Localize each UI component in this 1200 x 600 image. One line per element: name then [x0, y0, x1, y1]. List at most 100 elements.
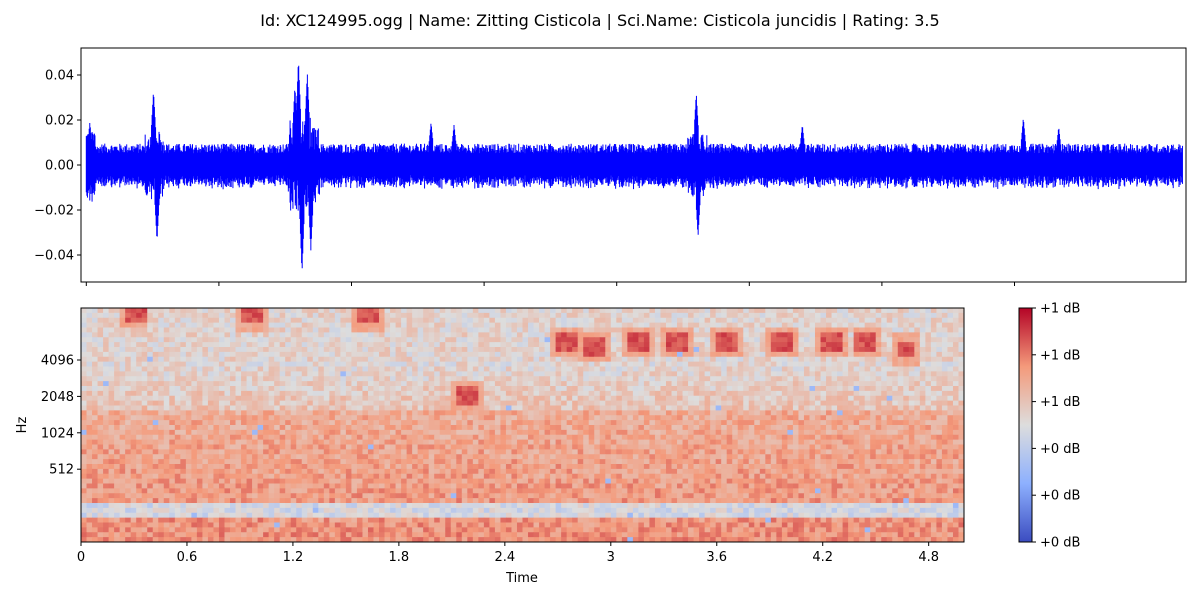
spectrogram-cell [826, 390, 832, 397]
spectrogram-cell [472, 429, 479, 436]
spectrogram-cell [737, 351, 744, 358]
spectrogram-cell [345, 361, 352, 367]
spectrogram-cell [930, 332, 937, 338]
spectrogram-cell [362, 390, 369, 397]
spectrogram-cell [654, 327, 661, 333]
spectrogram-cell [892, 308, 899, 314]
spectrogram-cell [831, 347, 838, 353]
spectrogram-cell [406, 454, 413, 460]
spectrogram-cell [152, 332, 159, 338]
spectrogram-cell [505, 405, 512, 411]
spectrogram-cell [831, 312, 838, 319]
spectrogram-cell [605, 454, 612, 460]
spectrogram-cell [561, 376, 568, 382]
spectrogram-cell [246, 342, 253, 348]
spectrogram-cell [351, 439, 358, 445]
spectrogram-cell [478, 425, 485, 431]
spectrogram-cell [500, 390, 507, 397]
spectrogram-cell [643, 420, 650, 426]
spectrogram-cell [528, 415, 534, 421]
spectrogram-cell [224, 449, 231, 455]
spectrogram-cell [329, 347, 336, 353]
spectrogram-cell [445, 429, 452, 436]
spectrogram-cell [776, 351, 783, 358]
spectrogram-cell [202, 410, 209, 416]
spectrogram-cell [218, 420, 225, 426]
spectrogram-cell [202, 337, 209, 343]
spectrogram-cell [693, 337, 700, 343]
spectrogram-cell [776, 322, 783, 328]
spectrogram-cell [605, 439, 612, 445]
spectrogram-cell [914, 425, 921, 431]
spectrogram-cell [516, 366, 523, 372]
spectrogram-cell [693, 429, 700, 436]
spectrogram-cell [660, 449, 667, 455]
spectrogram-cell [511, 420, 518, 426]
spectrogram-cell [478, 327, 485, 333]
spectrogram-cell [401, 454, 408, 460]
spectrogram-cell [257, 449, 264, 455]
spectrogram-cell [870, 444, 877, 450]
spectrogram-cell [803, 400, 810, 406]
spectrogram-cell [699, 410, 706, 416]
spectrogram-cell [367, 332, 374, 338]
spectrogram-cell [114, 420, 121, 426]
spectrogram-cell [257, 415, 264, 421]
spectrogram-cell [290, 322, 297, 328]
spectrogram-cell [682, 351, 689, 358]
spectrogram-cell [533, 381, 540, 387]
spectrogram-cell [301, 395, 308, 402]
spectrogram-cell [566, 342, 573, 348]
spectrogram-cell [472, 390, 479, 397]
spectrogram-cell [92, 361, 98, 367]
spectrogram-cell [412, 415, 419, 421]
spectrogram-cell [494, 415, 501, 421]
spectrogram-cell [710, 400, 717, 406]
spectrogram-cell [732, 429, 739, 436]
spectrogram-cell [638, 444, 645, 450]
spectrogram-cell [848, 308, 855, 314]
spectrogram-cell [930, 356, 937, 363]
spectrogram-cell [185, 317, 192, 324]
spectrogram-cell [677, 454, 683, 460]
spectrogram-cell [754, 376, 761, 382]
spectrogram-cell [489, 410, 496, 416]
spectrogram-cell [279, 366, 286, 372]
spectrogram-cell [125, 371, 132, 377]
spectrogram-cell [356, 405, 363, 411]
spectrogram-cell [356, 351, 363, 358]
spectrogram-cell [180, 332, 187, 338]
spectrogram-cell [356, 400, 363, 406]
spectrogram-cell [903, 395, 910, 402]
spectrogram-cell [191, 332, 198, 338]
spectrogram-cell [290, 420, 297, 426]
spectrogram-cell [577, 449, 584, 455]
spectrogram-cell [831, 410, 838, 416]
spectrogram-cell [241, 410, 247, 416]
spectrogram-cell [147, 347, 154, 353]
spectrogram-cell [516, 317, 523, 324]
spectrogram-cell [274, 454, 281, 460]
spectrogram-cell [86, 308, 93, 314]
spectrogram-cell [831, 351, 838, 358]
spectrogram-cell [439, 366, 446, 372]
spectrogram-cell [577, 317, 584, 324]
spectrogram-cell [301, 376, 308, 382]
spectrogram-cell [544, 342, 551, 348]
spectrogram-cell [500, 395, 507, 402]
spectrogram-cell [417, 410, 424, 416]
spectrogram-cell [86, 347, 93, 353]
spectrogram-cell [119, 410, 126, 416]
spectrogram-cell [329, 420, 336, 426]
spectrogram-cell [792, 449, 799, 455]
spectrogram-cell [814, 386, 821, 392]
spectrogram-cell [654, 405, 661, 411]
spectrogram-cell [654, 351, 661, 358]
spectrogram-cell [621, 366, 628, 372]
spectrogram-cell [605, 386, 612, 392]
spectrogram-cell [428, 376, 435, 382]
spectrogram-cell [947, 429, 954, 436]
spectrogram-cell [401, 400, 408, 406]
spectrogram-cell [483, 400, 490, 406]
spectrogram-cell [92, 327, 98, 333]
